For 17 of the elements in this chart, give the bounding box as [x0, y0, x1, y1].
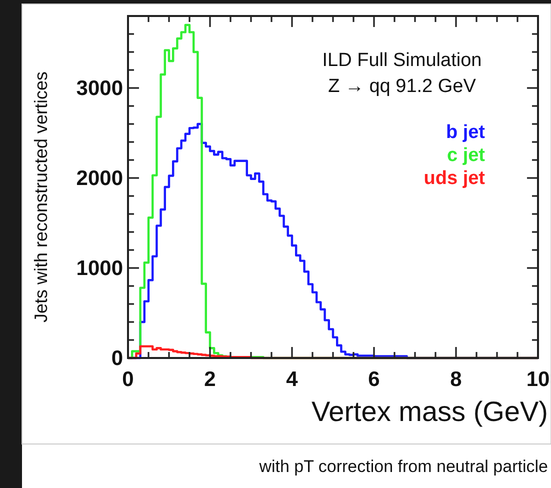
text: uds jet	[424, 168, 486, 189]
x-tick-label: 10	[526, 368, 550, 391]
y-tick-label: 0	[111, 347, 123, 370]
x-axis-title: Vertex mass (GeV)	[311, 396, 548, 427]
y-axis-title: Jets with reconstructed vertices	[31, 71, 51, 323]
y-tick-label: 2000	[76, 167, 123, 190]
y-tick-label: 3000	[76, 77, 123, 100]
text: b jet	[446, 122, 486, 143]
text: ILD Full Simulation	[322, 50, 482, 71]
y-tick-label: 1000	[76, 257, 123, 280]
text: with pT correction from neutral particle	[258, 457, 548, 476]
x-tick-label: 8	[450, 368, 462, 391]
x-tick-label: 4	[286, 368, 298, 391]
text: Z → qq 91.2 GeV	[328, 76, 476, 97]
x-tick-label: 6	[368, 368, 380, 391]
x-tick-label: 2	[204, 368, 216, 391]
text: c jet	[446, 145, 486, 166]
